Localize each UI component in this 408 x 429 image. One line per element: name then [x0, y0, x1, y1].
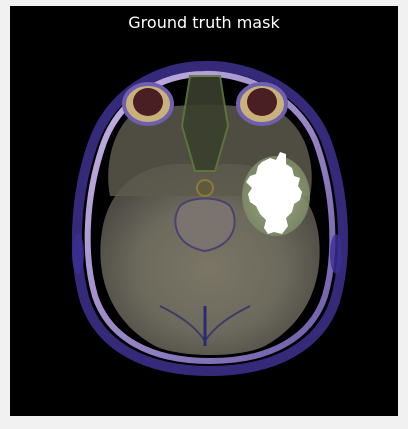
- brainstem: [174, 197, 236, 253]
- midline-node: [196, 179, 214, 197]
- skull-rim: [84, 70, 336, 365]
- ground-truth-mask: [246, 152, 302, 234]
- left-eye: [133, 88, 163, 116]
- figure-title: Ground truth mask: [128, 13, 280, 32]
- scalp-outline: [71, 60, 349, 377]
- figure-panel: Ground truth mask: [10, 6, 398, 416]
- right-ear: [330, 234, 342, 274]
- nasal-structure: [180, 75, 230, 172]
- mri-scan-image: [71, 60, 349, 377]
- left-ear: [72, 234, 84, 274]
- right-eye: [247, 88, 277, 116]
